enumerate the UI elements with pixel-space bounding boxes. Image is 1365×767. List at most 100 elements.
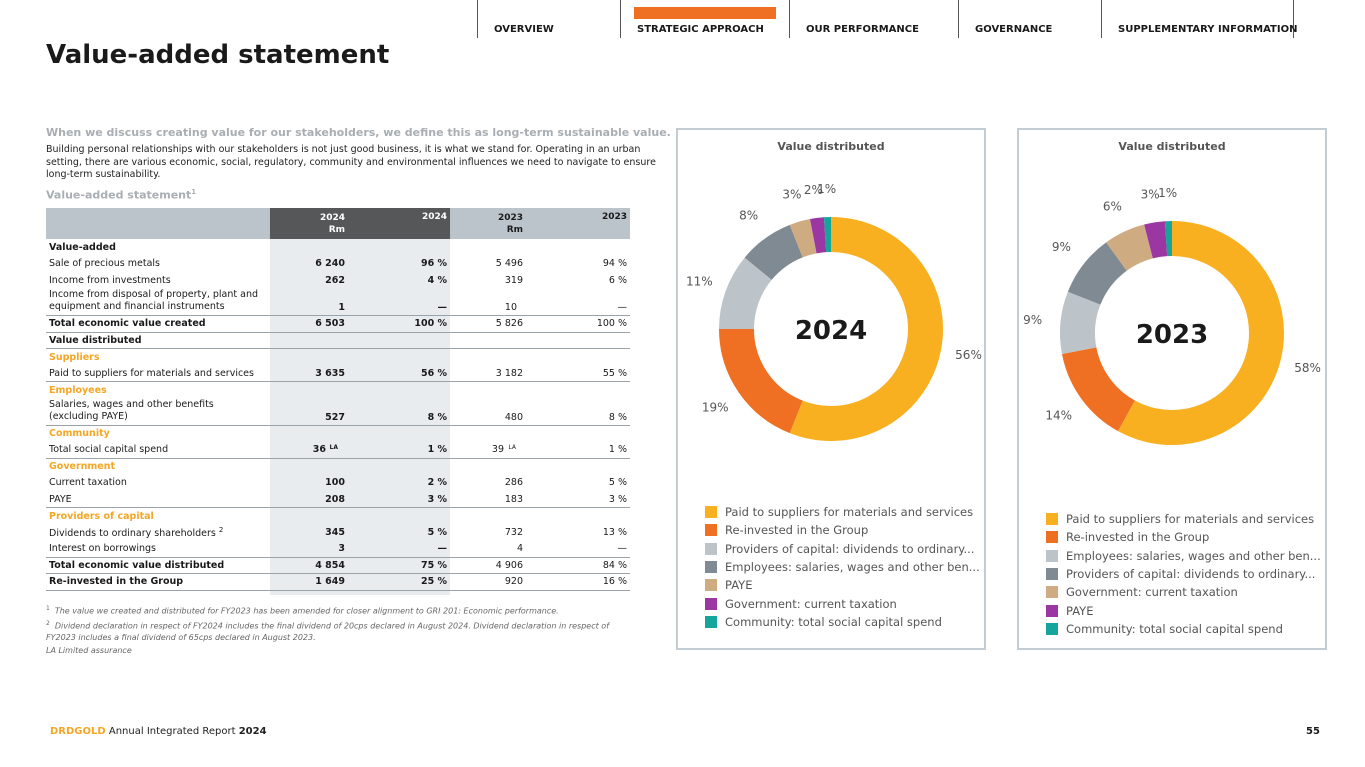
nav-governance[interactable]: GOVERNANCE — [958, 0, 1101, 38]
cell-value: 1 % — [427, 444, 447, 455]
table-title-footnote-ref: 1 — [191, 188, 197, 196]
cell-value: 345 — [325, 526, 345, 538]
donut-slice — [1067, 242, 1128, 306]
legend-item: Paid to suppliers for materials and serv… — [705, 503, 980, 521]
legend-swatch — [705, 524, 717, 537]
cell-value: 5 % — [427, 526, 447, 538]
cell-value: 920 — [450, 573, 526, 590]
page-number: 55 — [1306, 726, 1320, 737]
table-row: PAYE 208 3 % 183 3 % — [46, 491, 630, 508]
table-row: Government — [46, 457, 630, 475]
table-row: Paid to suppliers for materials and serv… — [46, 365, 630, 382]
cell-value: 8 % — [608, 411, 627, 423]
cell-value: 4 854 — [270, 556, 348, 574]
cell-value: 208 — [325, 493, 345, 505]
cell-value: 286 — [504, 477, 523, 489]
row-label: Value distributed — [46, 331, 270, 349]
intro-lead: When we discuss creating value for our s… — [46, 126, 671, 139]
table-row: Current taxation 100 2 % 286 5 % — [46, 475, 630, 492]
footnote-2-text: Dividend declaration in respect of FY202… — [46, 621, 610, 642]
table-row: Suppliers — [46, 348, 630, 365]
top-nav: OVERVIEW STRATEGIC APPROACH OUR PERFORMA… — [477, 0, 1297, 38]
legend-item: Re-invested in the Group — [1046, 528, 1321, 546]
table-title-text: Value-added statement — [46, 188, 192, 202]
legend-item: Paid to suppliers for materials and serv… — [1046, 510, 1321, 528]
legend-swatch — [705, 597, 717, 610]
row-label: Re-invested in the Group — [46, 573, 270, 590]
intro-body: Building personal relationships with our… — [46, 144, 656, 180]
donut-chart-2024: 56% 19% 11% 8% 3% 2%1% 2024 — [686, 182, 982, 441]
table-row: Dividends to ordinary shareholders 2 345… — [46, 524, 630, 541]
cell-value: 39 LA — [450, 442, 526, 459]
donut-slice-label: 9% — [1023, 313, 1042, 327]
category-label: Employees — [46, 381, 270, 398]
nav-governance-label: GOVERNANCE — [975, 24, 1053, 35]
legend-item: Employees: salaries, wages and other ben… — [1046, 547, 1321, 565]
cell-value: 13 % — [602, 526, 627, 538]
row-label: Total economic value created — [46, 315, 270, 332]
legend-swatch — [705, 506, 717, 519]
cell-value: 16 % — [526, 573, 630, 590]
donut-center-label: 2023 — [1136, 320, 1208, 350]
row-label-line1: Income from disposal of property, plant … — [49, 289, 259, 300]
cell-value: 100 — [325, 477, 345, 489]
cell-value: 75 % — [348, 556, 450, 574]
donut-slice-label: 6% — [1103, 199, 1122, 213]
category-label: Suppliers — [46, 348, 270, 365]
table-title: Value-added statement1 — [46, 188, 196, 202]
nav-strategic-label: STRATEGIC APPROACH — [637, 24, 764, 35]
header-2023-rm-unit: Rm — [506, 224, 523, 235]
nav-overview[interactable]: OVERVIEW — [477, 0, 620, 38]
row-label: Total social capital spend — [49, 444, 169, 455]
footer-year: 2024 — [238, 726, 267, 737]
header-2024-rm-unit: Rm — [328, 224, 345, 235]
cell-value: 4 906 — [450, 556, 526, 574]
header-2023-pct: 2023 — [526, 208, 630, 239]
table-row: Community — [46, 424, 630, 442]
row-label: Interest on borrowings — [49, 543, 156, 554]
cell-value: 527 — [325, 411, 345, 423]
donut-center-label: 2024 — [795, 316, 867, 346]
nav-supplementary[interactable]: SUPPLEMENTARY INFORMATION — [1101, 0, 1297, 38]
legend-item: Government: current taxation — [705, 594, 980, 612]
header-2023-rm: 2023 Rm — [450, 208, 526, 239]
legend-label: PAYE — [1066, 603, 1094, 618]
cell-value: 10 — [504, 302, 517, 313]
cell-value: 8 % — [427, 411, 447, 423]
table-row: Re-invested in the Group 1 649 25 % 920 … — [46, 573, 630, 590]
cell-value: 732 — [504, 526, 523, 538]
row-label-text: Dividends to ordinary shareholders — [49, 527, 216, 539]
cell-value: 6 240 — [315, 258, 345, 270]
row-label: Paid to suppliers for materials and serv… — [49, 367, 254, 379]
limited-assurance-mark: LA — [508, 443, 516, 451]
row-label-line2: (excluding PAYE) — [49, 410, 128, 422]
chart-panel-2023: Value distributed 58% 14% 9% 9% 6% 3% 1% 2023 P… — [1017, 128, 1327, 650]
donut-slice — [744, 224, 804, 281]
chart-legend-2023: Paid to suppliers for materials and serv… — [1046, 510, 1321, 638]
nav-our-performance[interactable]: OUR PERFORMANCE — [789, 0, 958, 38]
category-label: Government — [46, 457, 270, 475]
row-label: Current taxation — [49, 477, 127, 489]
legend-item: Providers of capital: dividends to ordin… — [705, 540, 980, 558]
header-2024-rm: 2024 Rm — [270, 208, 348, 239]
chart-title-2024: Value distributed — [777, 140, 885, 153]
legend-item: Providers of capital: dividends to ordin… — [1046, 565, 1321, 583]
legend-label: Re-invested in the Group — [725, 523, 869, 538]
footer-report-name: Annual Integrated Report — [108, 726, 236, 737]
cell-value: 25 % — [348, 573, 450, 590]
table-row: Sale of precious metals 6 240 96 % 5 496… — [46, 256, 630, 273]
legend-swatch — [1046, 568, 1058, 581]
cell-value: 1 % — [608, 444, 627, 455]
limited-assurance-note: LA Limited assurance — [46, 646, 132, 655]
table-row: Value-added — [46, 239, 630, 256]
footnote-2-number: 2 — [46, 620, 50, 627]
cell-value: 4 % — [427, 274, 447, 286]
legend-swatch — [705, 615, 717, 628]
nav-strategic-approach[interactable]: STRATEGIC APPROACH — [620, 0, 789, 38]
legend-label: Employees: salaries, wages and other ben… — [1066, 548, 1321, 563]
cell-value: 6 503 — [270, 315, 348, 332]
legend-label: Re-invested in the Group — [1066, 530, 1210, 545]
cell-value: 5 % — [608, 477, 627, 489]
active-tab-indicator — [634, 7, 776, 19]
table-row: Interest on borrowings 3 — 4 — — [46, 541, 630, 558]
